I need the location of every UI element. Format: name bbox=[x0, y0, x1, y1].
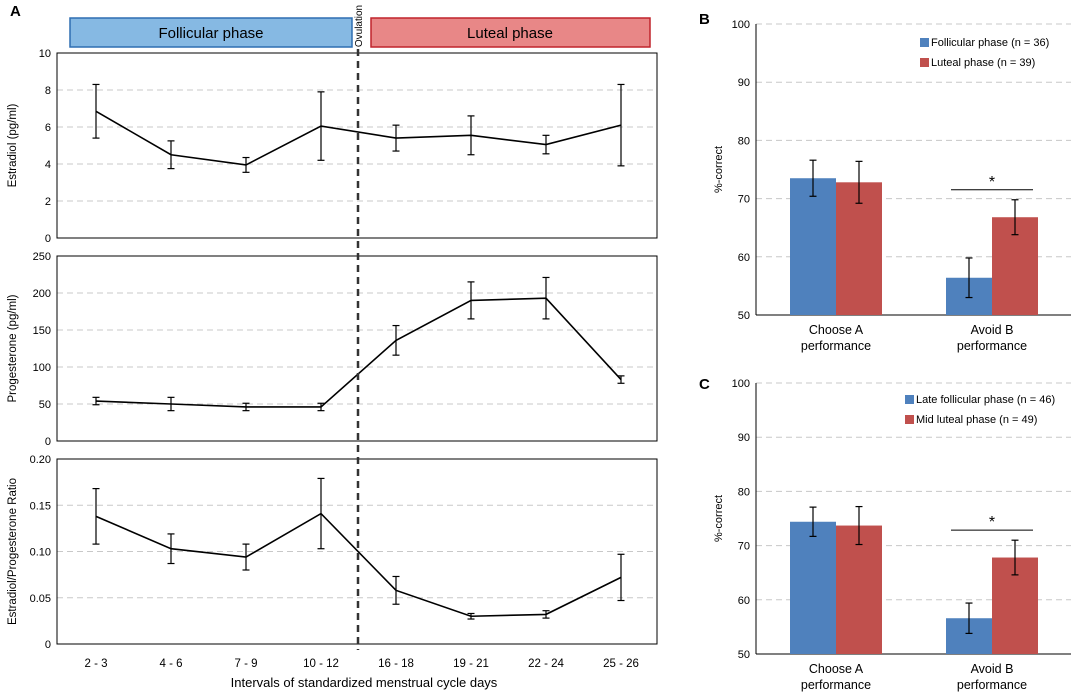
panel-c-category-label: Choose A bbox=[809, 662, 864, 676]
progesterone-y-tick-label: 100 bbox=[33, 362, 51, 374]
estradiol-y-tick-label: 4 bbox=[45, 159, 51, 171]
legend-b-follicular-swatch bbox=[920, 38, 929, 47]
panel-a-letter: A bbox=[10, 3, 21, 20]
x-tick-label: 10 - 12 bbox=[303, 658, 339, 670]
panel-b-y-tick-label: 60 bbox=[738, 252, 750, 264]
x-tick-label: 25 - 26 bbox=[603, 658, 639, 670]
panel-c-category-label: performance bbox=[801, 678, 871, 692]
x-axis-title: Intervals of standardized menstrual cycl… bbox=[231, 675, 498, 690]
panel-b-y-tick-label: 80 bbox=[738, 135, 750, 147]
panel-c-y-axis-title: %-correct bbox=[713, 495, 725, 542]
ratio-series-line bbox=[95, 512, 622, 618]
panel-c-y-tick-label: 80 bbox=[738, 486, 750, 498]
panel-b-category-label: performance bbox=[801, 339, 871, 353]
panel-b-y-tick-label: 100 bbox=[732, 19, 750, 31]
follicular-phase-banner bbox=[69, 17, 353, 48]
ratio-y-tick-label: 0.10 bbox=[30, 547, 51, 559]
ratio-y-tick-label: 0 bbox=[45, 639, 51, 651]
panel-c-bar-chart: 50 60 70 80 90 100 %-correct Choose A performanc… bbox=[713, 378, 1071, 692]
ratio-chart: 0 0.05 0.10 0.15 0.20 Estradiol/Progesterone … bbox=[7, 454, 658, 670]
x-tick-label: 7 - 9 bbox=[234, 658, 257, 670]
x-tick-label: 19 - 21 bbox=[453, 658, 489, 670]
panel-c-category-label: Avoid B bbox=[971, 662, 1014, 676]
estradiol-y-tick-label: 2 bbox=[45, 196, 51, 208]
x-tick-label: 4 - 6 bbox=[159, 658, 182, 670]
panel-c-significance-star: * bbox=[989, 514, 995, 531]
progesterone-y-tick-label: 150 bbox=[33, 325, 51, 337]
legend-b-luteal-swatch bbox=[920, 58, 929, 67]
progesterone-y-tick-label: 0 bbox=[45, 436, 51, 448]
panel-c-bar bbox=[790, 521, 836, 654]
panel-c-y-tick-label: 70 bbox=[738, 541, 750, 553]
progesterone-y-tick-label: 250 bbox=[33, 251, 51, 263]
luteal-phase-label: Luteal phase bbox=[467, 25, 553, 42]
panel-c-bar bbox=[836, 525, 882, 654]
ratio-y-tick-label: 0.05 bbox=[30, 593, 51, 605]
panel-c-y-tick-label: 90 bbox=[738, 432, 750, 444]
panel-c-y-tick-label: 100 bbox=[732, 378, 750, 390]
legend-c-follicular-swatch bbox=[905, 395, 914, 404]
panel-c-letter: C bbox=[699, 376, 710, 393]
ovulation-label: Ovulation bbox=[354, 5, 365, 47]
legend-b-follicular-label: Follicular phase (n = 36) bbox=[931, 37, 1049, 49]
panel-c-y-tick-label: 50 bbox=[738, 649, 750, 661]
x-tick-label: 2 - 3 bbox=[84, 658, 107, 670]
panel-b-bar-chart: 50 60 70 80 90 100 %-correct Choose A performanc… bbox=[713, 19, 1071, 353]
legend-c-luteal-swatch bbox=[905, 415, 914, 424]
panel-b-bar bbox=[836, 182, 882, 315]
panel-b-y-tick-label: 50 bbox=[738, 310, 750, 322]
ratio-y-axis-title: Estradiol/Progesterone Ratio bbox=[7, 478, 19, 625]
estradiol-chart: 0 2 4 6 8 10 Estradiol (pg/ml) bbox=[7, 48, 658, 245]
ratio-y-tick-label: 0.15 bbox=[30, 500, 51, 512]
panel-b-significance-star: * bbox=[989, 174, 995, 191]
panel-b-category-label: performance bbox=[957, 339, 1027, 353]
x-tick-label: 16 - 18 bbox=[378, 658, 414, 670]
progesterone-chart: 0 50 100 150 200 250 Progesterone (pg/ml) bbox=[7, 251, 658, 448]
progesterone-y-tick-label: 50 bbox=[39, 399, 51, 411]
panel-b-category-label: Avoid B bbox=[971, 323, 1014, 337]
panel-b-bar bbox=[790, 178, 836, 315]
follicular-phase-label: Follicular phase bbox=[158, 25, 263, 42]
panel-c-y-tick-label: 60 bbox=[738, 595, 750, 607]
progesterone-y-axis-title: Progesterone (pg/ml) bbox=[7, 294, 19, 402]
estradiol-y-tick-label: 6 bbox=[45, 122, 51, 134]
estradiol-series-line bbox=[95, 110, 622, 166]
legend-c-luteal-label: Mid luteal phase (n = 49) bbox=[916, 414, 1037, 426]
legend-b-luteal-label: Luteal phase (n = 39) bbox=[931, 57, 1035, 69]
estradiol-y-axis-title: Estradiol (pg/ml) bbox=[7, 103, 19, 187]
luteal-phase-banner bbox=[370, 17, 651, 48]
panel-b-letter: B bbox=[699, 11, 710, 28]
panel-b-y-axis-title: %-correct bbox=[713, 146, 725, 193]
estradiol-y-tick-label: 10 bbox=[39, 48, 51, 60]
legend-c-follicular-label: Late follicular phase (n = 46) bbox=[916, 394, 1055, 406]
ratio-y-tick-label: 0.20 bbox=[30, 454, 51, 466]
panel-b-y-tick-label: 90 bbox=[738, 77, 750, 89]
panel-c-category-label: performance bbox=[957, 678, 1027, 692]
progesterone-y-tick-label: 200 bbox=[33, 288, 51, 300]
x-tick-label: 22 - 24 bbox=[528, 658, 564, 670]
panel-b-y-tick-label: 70 bbox=[738, 194, 750, 206]
estradiol-y-tick-label: 0 bbox=[45, 233, 51, 245]
estradiol-y-tick-label: 8 bbox=[45, 85, 51, 97]
panel-b-category-label: Choose A bbox=[809, 323, 864, 337]
